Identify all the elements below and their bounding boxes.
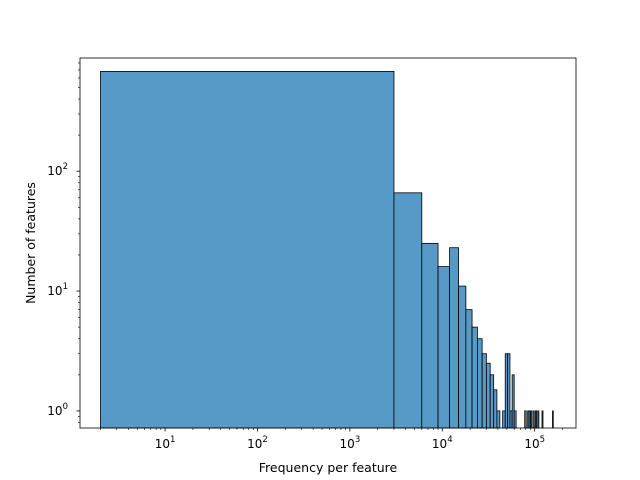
histogram-bar	[496, 410, 501, 429]
histogram-bar	[458, 285, 467, 429]
x-tick-label: 101	[155, 435, 176, 451]
histogram-bar	[471, 326, 478, 429]
histogram-bar	[485, 362, 491, 429]
histogram-bar	[481, 353, 487, 429]
histogram-bar	[530, 410, 533, 429]
histogram-bar	[421, 242, 439, 429]
histogram-bar	[524, 410, 527, 429]
histogram-bar	[489, 374, 495, 429]
x-tick-label: 105	[524, 435, 545, 451]
y-tick-label: 100	[47, 402, 68, 418]
x-axis-ticks: 101 102 103 104 105	[100, 428, 563, 451]
y-tick-label: 101	[47, 282, 68, 298]
histogram-bar	[552, 410, 554, 429]
x-tick-label: 102	[247, 435, 268, 451]
histogram-bar	[537, 410, 540, 429]
x-tick-label: 103	[340, 435, 361, 451]
histogram-bar	[437, 266, 450, 429]
y-tick-label: 102	[47, 162, 68, 178]
histogram-bars	[100, 71, 554, 429]
histogram-bar	[465, 309, 473, 429]
histogram-bar	[532, 410, 535, 429]
histogram-bar	[393, 192, 423, 429]
x-tick-label: 104	[432, 435, 453, 451]
histogram-bar	[513, 410, 517, 429]
y-axis-label: Number of features	[23, 182, 38, 304]
x-axis-label: Frequency per feature	[259, 460, 398, 475]
histogram-bar	[477, 338, 483, 429]
histogram-bar	[100, 71, 395, 429]
histogram-bar	[535, 410, 538, 429]
histogram-bar	[541, 410, 544, 429]
histogram-bar	[493, 389, 498, 429]
histogram-bar	[449, 247, 459, 429]
plot-area-frame	[79, 57, 577, 429]
